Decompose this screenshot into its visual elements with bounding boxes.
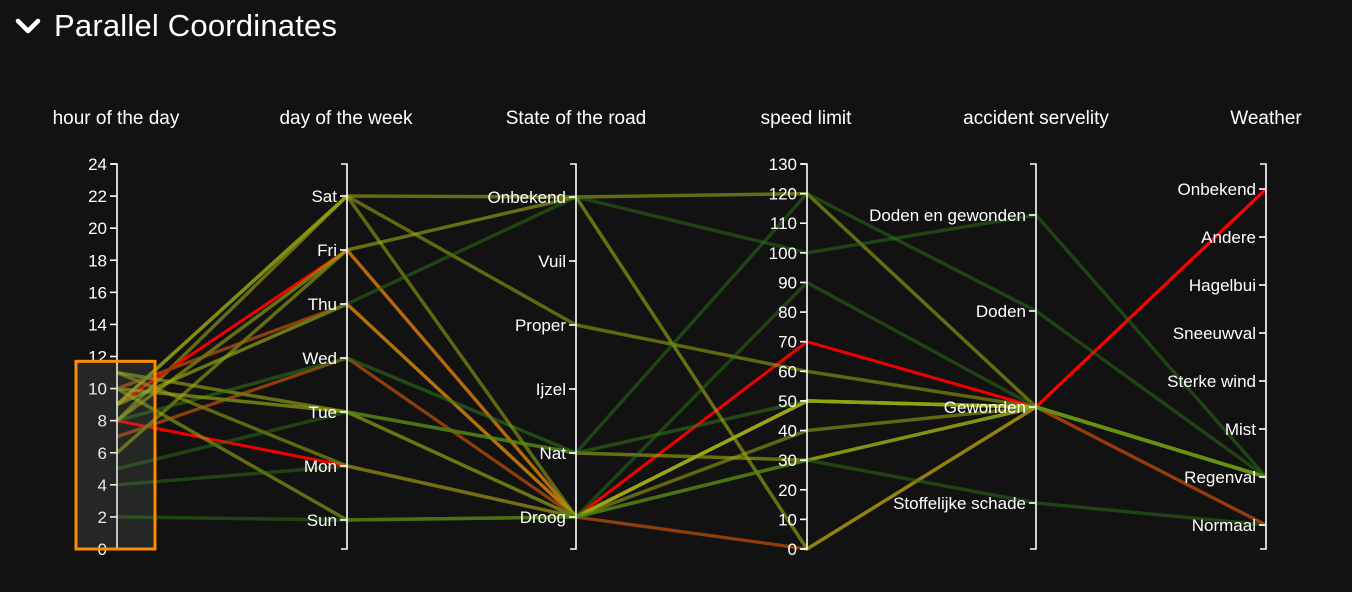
tick-label: 130 bbox=[769, 155, 797, 174]
axis-title: hour of the day bbox=[53, 108, 180, 129]
tick-label: 90 bbox=[778, 273, 797, 292]
axis-line[interactable] bbox=[801, 163, 808, 550]
brush-selection[interactable] bbox=[74, 359, 157, 551]
tick-label: Doden bbox=[976, 302, 1026, 321]
tick-label: Stoffelijke schade bbox=[893, 494, 1026, 513]
data-line bbox=[116, 191, 1268, 479]
axis-title: Weather bbox=[1230, 108, 1302, 129]
axis-severity: accident servelity Doden en gewonden Doden… bbox=[869, 108, 1109, 550]
tick-label: 16 bbox=[88, 283, 107, 302]
data-line bbox=[115, 195, 1267, 551]
tick-label: Vuil bbox=[538, 252, 566, 271]
data-line bbox=[116, 405, 1267, 551]
data-line bbox=[116, 458, 1267, 527]
tick-label: 6 bbox=[98, 444, 107, 463]
axis-road: State of the road Onbekend Vuil Proper Ijzel… bbox=[488, 108, 647, 550]
axis-line[interactable] bbox=[1260, 163, 1267, 550]
tick-label: Normaal bbox=[1192, 516, 1256, 535]
data-line bbox=[116, 386, 1267, 519]
tick-label: Tue bbox=[308, 403, 337, 422]
section-title: Parallel Coordinates bbox=[54, 8, 338, 43]
axis-line[interactable] bbox=[1030, 163, 1037, 550]
tick-label: 110 bbox=[770, 214, 797, 233]
axis-title: State of the road bbox=[506, 108, 647, 129]
data-lines bbox=[115, 187, 1268, 551]
tick-label: Mist bbox=[1225, 420, 1256, 439]
tick-label: 80 bbox=[778, 303, 797, 322]
tick-label: 60 bbox=[778, 362, 797, 381]
data-line bbox=[116, 370, 1267, 519]
tick-label: 70 bbox=[778, 333, 797, 352]
axis-title: accident servelity bbox=[963, 108, 1109, 129]
tick-label: 14 bbox=[88, 315, 107, 334]
tick-label: Sneeuwval bbox=[1173, 324, 1256, 343]
tick-label: Nat bbox=[540, 444, 567, 463]
tick-label: Proper bbox=[515, 316, 566, 335]
tick-label: 18 bbox=[88, 251, 107, 270]
tick-label: 2 bbox=[98, 508, 107, 527]
axis-title: speed limit bbox=[761, 108, 853, 129]
tick-label: 10 bbox=[778, 510, 797, 529]
chevron-down-icon bbox=[15, 18, 41, 34]
section-toggle[interactable]: Parallel Coordinates bbox=[14, 6, 337, 46]
tick-label: Onbekend bbox=[1178, 180, 1256, 199]
tick-label: 20 bbox=[88, 219, 107, 238]
tick-label: 30 bbox=[778, 451, 797, 470]
axis-day: day of the week Sat Fri Thu Wed Tue Mon Sun bbox=[279, 108, 413, 550]
axis-line[interactable] bbox=[341, 163, 348, 550]
tick-label: 0 bbox=[788, 540, 797, 559]
tick-label: Ijzel bbox=[536, 380, 566, 399]
data-line bbox=[116, 187, 1268, 551]
tick-label: Doden en gewonden bbox=[869, 206, 1026, 225]
tick-label: 24 bbox=[88, 155, 107, 174]
tick-label: Andere bbox=[1201, 228, 1256, 247]
tick-label: Thu bbox=[308, 295, 337, 314]
tick-label: 20 bbox=[778, 481, 797, 500]
tick-label: Hagelbui bbox=[1189, 276, 1256, 295]
tick-label: Droog bbox=[520, 508, 566, 527]
tick-label: 22 bbox=[88, 187, 107, 206]
tick-label: 40 bbox=[778, 422, 797, 441]
axis-speed: speed limit 0 10 20 30 40 50 60 70 80 90 100 110 120 1… bbox=[761, 108, 853, 559]
data-line bbox=[116, 280, 1267, 519]
tick-label: Fri bbox=[317, 241, 337, 260]
data-line bbox=[115, 191, 1267, 479]
tick-label: Onbekend bbox=[488, 188, 566, 207]
tick-label: Wed bbox=[302, 349, 337, 368]
tick-label: 120 bbox=[769, 185, 797, 204]
data-line bbox=[116, 302, 1267, 527]
tick-label: Sun bbox=[307, 511, 337, 530]
data-line bbox=[115, 194, 1267, 519]
tick-label: Regenval bbox=[1184, 468, 1256, 487]
tick-label: Sterke wind bbox=[1167, 372, 1256, 391]
data-line bbox=[116, 195, 1268, 479]
tick-label: Mon bbox=[304, 457, 337, 476]
tick-label: 50 bbox=[778, 392, 797, 411]
tick-label: 100 bbox=[769, 244, 797, 263]
tick-label: 10 bbox=[88, 380, 107, 399]
tick-label: 8 bbox=[98, 412, 107, 431]
axis-line[interactable] bbox=[570, 163, 577, 550]
tick-label: Sat bbox=[311, 187, 337, 206]
tick-label: 4 bbox=[98, 476, 107, 495]
tick-label: Gewonden bbox=[944, 398, 1026, 417]
axis-weather: Weather Onbekend Andere Hagelbui Sneeuwval St… bbox=[1167, 108, 1302, 550]
axis-title: day of the week bbox=[279, 108, 413, 129]
